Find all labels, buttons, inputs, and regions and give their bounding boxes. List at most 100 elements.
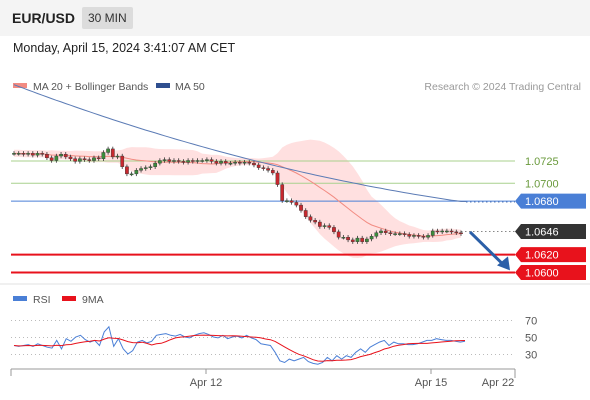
candle — [412, 233, 416, 239]
candle-body — [374, 232, 379, 237]
time-axis-ticks: Apr 12 Apr 15 Apr 22 — [190, 369, 514, 389]
candle — [303, 208, 308, 219]
candle-body — [350, 239, 355, 242]
bollinger-band-area — [14, 139, 461, 258]
candle — [115, 153, 120, 160]
level-label-1.0600: 1.0600 — [525, 268, 559, 280]
candle-body — [365, 238, 369, 242]
candle-body — [143, 167, 148, 169]
rsi-ma-legend-label: 9MA — [82, 294, 104, 306]
level-labels: 1.0725 1.0700 1.0680 1.0646 1.0620 1.0600 — [515, 156, 586, 280]
candle-body — [402, 233, 407, 235]
candle-body — [430, 230, 435, 236]
candle — [228, 160, 233, 166]
candle — [266, 166, 270, 173]
candle — [440, 228, 445, 235]
candle-body — [346, 237, 350, 241]
x-tick-label: Apr 15 — [415, 377, 447, 389]
candle — [59, 152, 63, 159]
candle — [148, 164, 153, 170]
candle — [313, 218, 317, 225]
candle-body — [96, 157, 101, 160]
ma50-legend-label: MA 50 — [175, 81, 205, 93]
candle — [365, 236, 369, 244]
candle-body — [256, 164, 261, 168]
candle — [270, 168, 275, 176]
rsi-tick-50: 50 — [525, 333, 537, 345]
x-tick-label: Apr 22 — [482, 377, 514, 389]
rsi-ma-line — [13, 334, 466, 362]
candle — [407, 232, 412, 239]
candle — [153, 160, 158, 169]
candle-body — [158, 160, 162, 164]
candle-body — [327, 225, 332, 228]
candle-body — [270, 170, 275, 174]
candlesticks — [12, 146, 463, 244]
candle — [16, 151, 21, 156]
candle — [195, 158, 200, 164]
candle-body — [120, 155, 125, 167]
timeframe-button[interactable]: 30 MIN — [82, 7, 133, 29]
candle-body — [181, 161, 186, 163]
candle-body — [40, 153, 45, 155]
candle-body — [209, 159, 214, 162]
candle — [45, 152, 49, 161]
candle-body — [205, 159, 209, 161]
candle — [73, 156, 78, 164]
candle — [223, 159, 228, 166]
key-levels — [11, 160, 515, 274]
candle-body — [54, 155, 59, 161]
rsi-panel: 70 50 30 — [11, 316, 537, 365]
candle — [26, 151, 30, 157]
candle-body — [35, 153, 40, 156]
candle-body — [186, 160, 190, 163]
candle-body — [153, 162, 158, 167]
candle — [167, 157, 172, 164]
candle-body — [435, 230, 440, 233]
candle — [421, 234, 426, 240]
candle — [35, 151, 40, 158]
candle-body — [261, 167, 266, 169]
candle — [78, 156, 82, 164]
bollinger-bands — [14, 139, 461, 258]
candle — [435, 228, 440, 235]
level-label-1.0725: 1.0725 — [525, 156, 559, 168]
candle — [63, 152, 68, 160]
candle-body — [252, 162, 256, 166]
candle-body — [139, 168, 143, 171]
candle — [87, 157, 92, 163]
x-tick-label: Apr 12 — [190, 377, 222, 389]
candle-body — [219, 161, 223, 164]
candle — [374, 230, 379, 239]
candle — [96, 155, 101, 161]
candle-body — [200, 160, 205, 162]
candle — [308, 214, 313, 223]
candle — [12, 151, 16, 156]
timestamp: Monday, April 15, 2024 3:41:07 AM CET — [13, 41, 236, 55]
candle-body — [341, 237, 346, 239]
candle — [416, 233, 421, 239]
candle-body — [115, 155, 120, 158]
level-label-1.0680: 1.0680 — [525, 196, 559, 208]
candle — [162, 157, 167, 163]
candle-body — [214, 161, 219, 164]
candle — [106, 146, 110, 155]
candle — [299, 202, 303, 213]
candle — [181, 159, 186, 165]
candle-body — [63, 154, 68, 158]
bb-legend-swatch — [13, 83, 27, 88]
candle-body — [242, 162, 247, 164]
candle-body — [421, 236, 426, 238]
candle-body — [289, 200, 294, 203]
candle — [125, 164, 129, 177]
candle — [233, 160, 237, 166]
candle — [445, 228, 449, 234]
forecast-arrow — [468, 230, 510, 271]
candle-body — [21, 153, 26, 155]
candle — [139, 166, 143, 173]
candle-body — [125, 166, 129, 175]
candle — [82, 156, 87, 162]
candle-body — [416, 235, 421, 237]
candle — [426, 233, 430, 240]
